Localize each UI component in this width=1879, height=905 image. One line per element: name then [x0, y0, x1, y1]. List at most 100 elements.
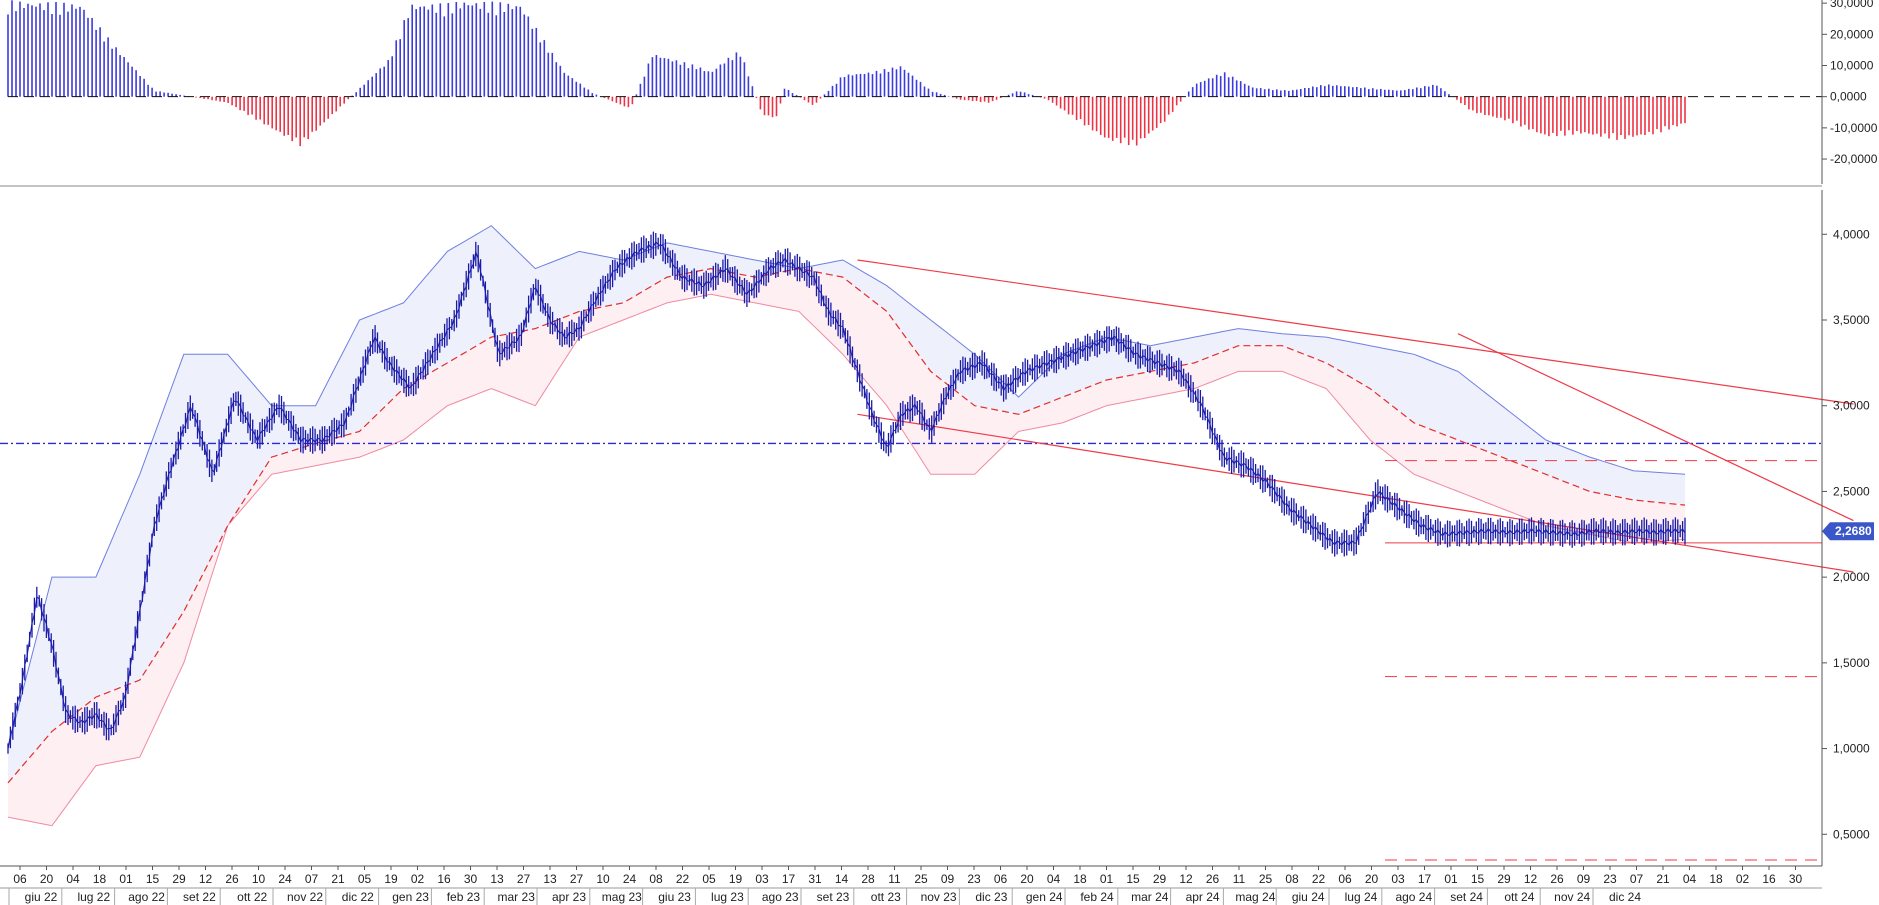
- x-day-tick-label: 29: [1153, 872, 1167, 886]
- x-day-tick-label: 31: [808, 872, 822, 886]
- x-day-tick-label: 13: [490, 872, 504, 886]
- x-month-tick-label: dic 23: [975, 890, 1007, 904]
- x-month-tick-label: lug 24: [1345, 890, 1378, 904]
- x-day-tick-label: 01: [1100, 872, 1114, 886]
- x-day-tick-label: 18: [1073, 872, 1087, 886]
- price-y-tick-label: 0,5000: [1833, 827, 1870, 841]
- x-day-tick-label: 30: [1789, 872, 1803, 886]
- x-day-tick-label: 27: [570, 872, 584, 886]
- x-day-tick-label: 20: [40, 872, 54, 886]
- x-day-tick-label: 13: [543, 872, 557, 886]
- last-value-badge: 2,2680: [1822, 522, 1874, 541]
- x-day-tick-label: 18: [93, 872, 107, 886]
- x-day-tick-label: 19: [384, 872, 398, 886]
- x-day-tick-label: 30: [464, 872, 478, 886]
- x-month-tick-label: feb 23: [447, 890, 481, 904]
- x-month-tick-label: ago 24: [1395, 890, 1432, 904]
- x-month-tick-label: apr 24: [1186, 890, 1220, 904]
- x-day-tick-label: 15: [146, 872, 160, 886]
- oscillator-y-tick-label: 30,0000: [1830, 0, 1874, 10]
- price-y-tick-label: 4,0000: [1833, 227, 1870, 241]
- x-day-tick-label: 28: [861, 872, 875, 886]
- x-month-tick-label: dic 24: [1609, 890, 1641, 904]
- x-month-tick-label: giu 24: [1292, 890, 1325, 904]
- x-month-tick-label: ago 23: [762, 890, 799, 904]
- x-day-tick-label: 14: [835, 872, 849, 886]
- x-month-tick-label: giu 22: [25, 890, 58, 904]
- x-day-tick-label: 04: [1683, 872, 1697, 886]
- x-day-tick-label: 24: [623, 872, 637, 886]
- x-day-tick-label: 05: [358, 872, 372, 886]
- trendline: [857, 413, 1854, 573]
- oscillator-y-tick-label: -10,0000: [1830, 121, 1878, 135]
- x-day-tick-label: 15: [1471, 872, 1485, 886]
- x-day-tick-label: 08: [649, 872, 663, 886]
- x-day-tick-label: 29: [172, 872, 186, 886]
- x-day-tick-label: 22: [1312, 872, 1326, 886]
- x-day-tick-label: 27: [517, 872, 531, 886]
- x-day-tick-label: 04: [1047, 872, 1061, 886]
- x-month-tick-label: nov 24: [1554, 890, 1590, 904]
- x-day-tick-label: 16: [1762, 872, 1776, 886]
- x-day-tick-label: 11: [1233, 872, 1246, 886]
- x-day-tick-label: 23: [1603, 872, 1617, 886]
- x-day-tick-label: 15: [1126, 872, 1140, 886]
- x-day-tick-label: 21: [331, 872, 345, 886]
- x-month-tick-label: ott 24: [1504, 890, 1534, 904]
- x-day-tick-label: 11: [888, 872, 901, 886]
- lower-band-fill: [8, 268, 1685, 826]
- last-value-badge-shape: [1822, 522, 1874, 541]
- x-month-tick-label: apr 23: [552, 890, 586, 904]
- x-day-tick-label: 12: [1179, 872, 1193, 886]
- price-y-tick-label: 1,5000: [1833, 656, 1870, 670]
- x-month-tick-label: lug 22: [77, 890, 110, 904]
- x-day-tick-label: 18: [1709, 872, 1723, 886]
- x-day-tick-label: 26: [225, 872, 239, 886]
- x-month-tick-label: giu 23: [658, 890, 691, 904]
- x-day-tick-label: 25: [1259, 872, 1273, 886]
- x-day-tick-label: 20: [1365, 872, 1379, 886]
- x-day-tick-label: 06: [13, 872, 27, 886]
- x-day-tick-label: 26: [1550, 872, 1564, 886]
- x-day-tick-label: 04: [66, 872, 80, 886]
- x-day-tick-label: 17: [1418, 872, 1432, 886]
- x-month-tick-label: mag 23: [602, 890, 642, 904]
- x-month-tick-label: ago 22: [128, 890, 165, 904]
- x-day-tick-label: 10: [596, 872, 610, 886]
- x-day-tick-label: 21: [1656, 872, 1670, 886]
- x-month-tick-label: gen 24: [1026, 890, 1063, 904]
- x-month-tick-label: mag 24: [1235, 890, 1275, 904]
- trendline: [1457, 333, 1854, 522]
- x-day-tick-label: 09: [941, 872, 955, 886]
- x-day-tick-label: 03: [755, 872, 769, 886]
- x-month-tick-label: nov 22: [287, 890, 323, 904]
- price-panel: [0, 225, 1854, 861]
- x-month-tick-label: mar 24: [1131, 890, 1169, 904]
- x-month-tick-label: feb 24: [1080, 890, 1114, 904]
- x-month-tick-label: dic 22: [342, 890, 374, 904]
- oscillator-y-tick-label: 20,0000: [1830, 27, 1874, 41]
- x-month-tick-label: set 24: [1450, 890, 1483, 904]
- x-day-tick-label: 20: [1020, 872, 1034, 886]
- x-day-tick-label: 05: [702, 872, 716, 886]
- x-day-tick-label: 08: [1285, 872, 1299, 886]
- x-day-tick-label: 10: [252, 872, 266, 886]
- x-day-tick-label: 22: [676, 872, 690, 886]
- x-day-tick-label: 01: [1444, 872, 1458, 886]
- price-y-tick-label: 3,5000: [1833, 313, 1870, 327]
- x-day-tick-label: 06: [994, 872, 1008, 886]
- x-day-tick-label: 02: [1736, 872, 1750, 886]
- x-day-tick-label: 17: [782, 872, 796, 886]
- x-day-tick-label: 12: [1524, 872, 1538, 886]
- x-day-tick-label: 07: [305, 872, 319, 886]
- oscillator-panel: [7, 0, 1822, 147]
- price-line: [7, 240, 1686, 749]
- x-month-tick-label: set 23: [817, 890, 850, 904]
- x-month-tick-label: gen 23: [392, 890, 429, 904]
- x-month-tick-label: ott 22: [237, 890, 267, 904]
- x-day-tick-label: 06: [1338, 872, 1352, 886]
- oscillator-y-tick-label: 0,0000: [1830, 90, 1867, 104]
- price-y-tick-label: 1,0000: [1833, 742, 1870, 756]
- lower-band-line: [7, 293, 1686, 827]
